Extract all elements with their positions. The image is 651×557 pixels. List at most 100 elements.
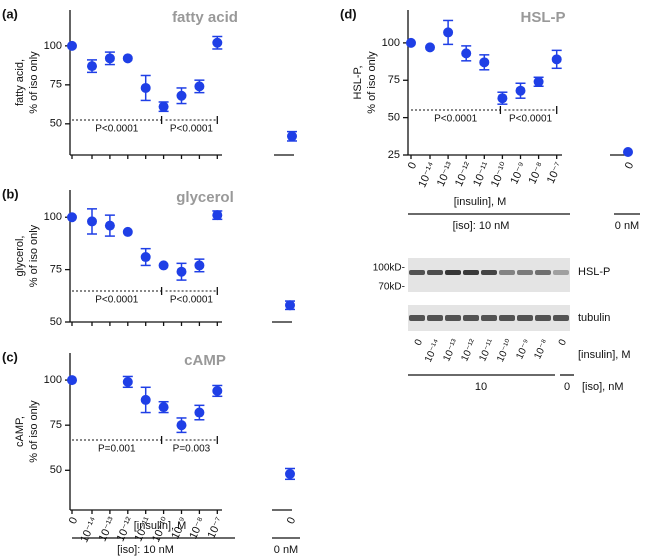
data-point	[406, 37, 416, 48]
y-axis-label: HSL-P,	[352, 65, 364, 99]
y-tick-label: 25	[388, 149, 400, 161]
y-axis-label: % of iso only	[28, 51, 40, 114]
data-point	[122, 376, 133, 387]
y-tick-label: 100	[44, 211, 62, 223]
marker-label: 100kD-	[373, 263, 405, 274]
data-point	[140, 82, 151, 93]
data-point	[176, 266, 187, 277]
lane-label: 10⁻⁹	[514, 338, 533, 361]
y-tick-label: 50	[50, 464, 62, 476]
data-point	[104, 53, 115, 64]
marker-label: 70kD-	[378, 282, 405, 293]
band-label: tubulin	[578, 312, 610, 324]
data-point	[122, 226, 133, 237]
data-point	[140, 394, 151, 405]
y-tick-label: 100	[44, 40, 62, 52]
y-axis-label: glycerol,	[14, 236, 26, 277]
blot-band	[517, 315, 533, 321]
data-point	[212, 385, 223, 396]
data-point	[67, 375, 77, 386]
data-point	[104, 220, 115, 231]
y-tick-label: 50	[50, 118, 62, 130]
data-point	[285, 468, 295, 479]
significance-label: P<0.0001	[509, 114, 553, 125]
significance-label: P<0.0001	[95, 295, 139, 306]
blot-band	[463, 270, 479, 275]
blot-band	[499, 270, 515, 275]
data-point	[212, 37, 223, 48]
x-tick-label: 10⁻⁹	[508, 160, 528, 186]
group-label: [iso]: 10 nM	[453, 220, 510, 232]
data-point	[194, 81, 205, 92]
y-axis-label: % of iso only	[366, 51, 378, 114]
data-point	[176, 90, 187, 101]
group-label: 0 nM	[615, 220, 639, 232]
blot-band	[409, 315, 425, 321]
blot-band	[427, 270, 443, 275]
significance-label: P<0.0001	[170, 124, 214, 135]
x-tick-label: 10⁻¹⁴	[78, 515, 100, 544]
significance-label: P=0.003	[173, 444, 211, 455]
chart-title: cAMP	[184, 352, 226, 369]
data-point	[87, 61, 97, 72]
data-point	[515, 85, 526, 96]
blot-band	[445, 315, 461, 321]
y-tick-label: 75	[50, 264, 62, 276]
x-tick-label: 10⁻¹⁰	[489, 160, 511, 189]
significance-label: P=0.001	[98, 444, 136, 455]
blot-band	[553, 270, 569, 275]
significance-label: P<0.0001	[434, 114, 478, 125]
data-point	[461, 48, 472, 59]
blot-band	[481, 315, 497, 321]
x-tick-label: 0	[67, 515, 80, 526]
data-point	[287, 131, 297, 142]
blot-band	[445, 270, 461, 275]
x-tick-label: 10⁻⁸	[526, 160, 546, 186]
data-point	[479, 57, 490, 68]
x-tick-label: 10⁻⁷	[205, 515, 225, 540]
x-tick-label: 0	[623, 160, 636, 171]
group-label: 0 nM	[274, 544, 298, 556]
data-point	[158, 101, 169, 112]
group-axis-label: [iso], nM	[582, 381, 624, 393]
group-label: 0	[564, 381, 570, 393]
data-point	[533, 76, 544, 87]
y-tick-label: 75	[50, 419, 62, 431]
x-tick-label: 10⁻¹⁴	[416, 160, 438, 189]
y-axis-label: fatty acid,	[14, 59, 26, 106]
data-point	[443, 27, 454, 38]
data-point	[212, 210, 223, 221]
data-point	[497, 93, 508, 104]
lane-axis-label: [insulin], M	[578, 349, 631, 361]
lane-label: 10⁻¹³	[441, 337, 461, 363]
blot-band	[463, 315, 479, 321]
data-point	[425, 42, 435, 53]
y-axis-label: % of iso only	[28, 400, 40, 463]
data-point	[285, 300, 295, 311]
data-point	[158, 260, 169, 271]
y-tick-label: 50	[388, 112, 400, 124]
x-axis-label: [insulin], M	[454, 196, 507, 208]
data-point	[67, 212, 77, 223]
blot-band	[409, 270, 425, 275]
blot-band	[553, 315, 569, 321]
data-point	[87, 216, 97, 227]
blot-band	[427, 315, 443, 321]
x-axis-label: [insulin], M	[134, 520, 187, 532]
blot-band	[517, 270, 533, 275]
data-point	[623, 147, 633, 158]
panel-label: (b)	[2, 186, 19, 201]
blot-band	[499, 315, 515, 321]
lane-label: 10⁻¹⁴	[423, 338, 443, 364]
blot-band	[535, 270, 551, 275]
data-point	[140, 252, 151, 263]
data-point	[176, 420, 187, 431]
lane-label: 0	[557, 337, 570, 347]
y-tick-label: 75	[50, 79, 62, 91]
panel-label: (c)	[2, 349, 18, 364]
significance-label: P<0.0001	[95, 124, 139, 135]
y-tick-label: 100	[382, 37, 400, 49]
data-point	[194, 260, 205, 271]
significance-label: P<0.0001	[170, 295, 214, 306]
data-point	[194, 407, 205, 418]
